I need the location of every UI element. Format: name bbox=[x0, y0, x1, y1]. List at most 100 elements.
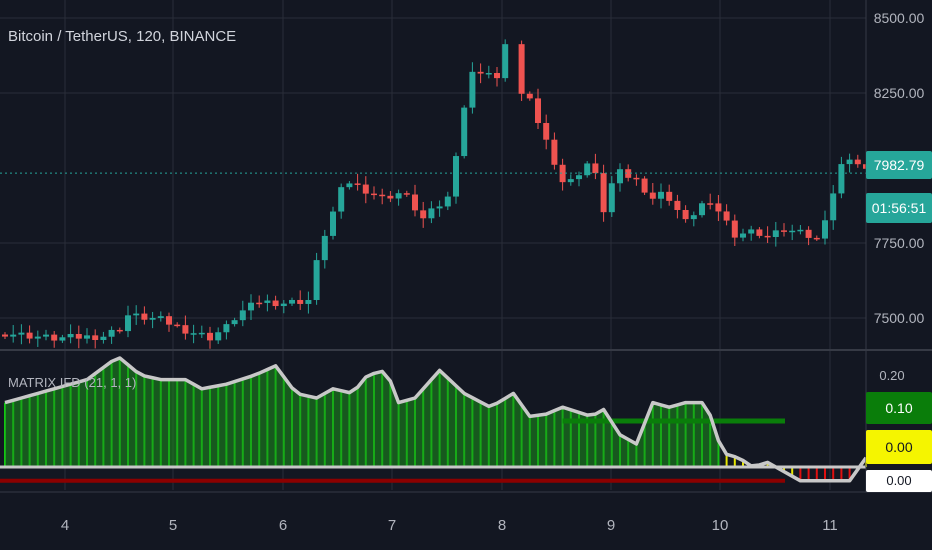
candle-body bbox=[715, 203, 722, 212]
candle-body bbox=[813, 237, 820, 240]
symbol-title[interactable]: Bitcoin / TetherUS, 120, BINANCE bbox=[8, 28, 237, 45]
candle-body bbox=[166, 316, 172, 325]
x-tick-label: 7 bbox=[388, 517, 396, 534]
candle-body bbox=[805, 229, 812, 238]
candle-body bbox=[313, 260, 320, 300]
candle-body bbox=[584, 163, 591, 176]
candle-body bbox=[297, 299, 304, 304]
axes: 4 5 6 7 8 9 10 11 8500.00 8250.00 7750.00 7500.00 0.… bbox=[0, 0, 932, 534]
candle-body bbox=[502, 44, 509, 79]
candle-body bbox=[338, 187, 345, 212]
candle-body bbox=[444, 196, 451, 207]
candle-body bbox=[75, 334, 82, 339]
candle-body bbox=[231, 320, 238, 325]
candle-body bbox=[764, 235, 771, 238]
candle-body bbox=[740, 233, 746, 238]
candle-body bbox=[280, 303, 287, 307]
candle-body bbox=[157, 316, 164, 318]
candle-body bbox=[149, 317, 156, 320]
candle-body bbox=[600, 173, 607, 213]
candle-body bbox=[789, 230, 796, 233]
candle-body bbox=[2, 334, 8, 337]
candle-body bbox=[846, 159, 853, 165]
candle-body bbox=[461, 107, 468, 157]
candle-body bbox=[781, 230, 787, 232]
candle-body bbox=[215, 332, 222, 341]
candle-body bbox=[428, 208, 435, 219]
candle-body bbox=[633, 177, 640, 180]
candle-body bbox=[592, 163, 599, 174]
candle-body bbox=[125, 315, 131, 332]
candle-body bbox=[395, 193, 402, 199]
candle-body bbox=[526, 93, 533, 99]
candle-body bbox=[674, 200, 681, 210]
y-tick-label: 7750.00 bbox=[874, 235, 925, 251]
candle-body bbox=[690, 215, 697, 220]
candle-body bbox=[559, 164, 566, 183]
candle-body bbox=[239, 310, 246, 321]
upper-level-label: 0.10 bbox=[866, 392, 932, 424]
candle-body bbox=[387, 195, 394, 199]
candle-body bbox=[379, 194, 386, 197]
candle-body bbox=[485, 73, 492, 75]
y-tick-label: 8500.00 bbox=[874, 10, 925, 26]
candle-body bbox=[174, 324, 181, 327]
candle-body bbox=[453, 156, 459, 197]
x-tick-label: 8 bbox=[498, 517, 506, 534]
candle-body bbox=[321, 235, 328, 261]
candle-body bbox=[34, 336, 41, 339]
candle-body bbox=[551, 139, 558, 165]
candle-body bbox=[371, 193, 377, 196]
candle-body bbox=[59, 337, 66, 341]
indicator-value-line bbox=[4, 356, 868, 483]
candle-body bbox=[248, 302, 254, 311]
candle-body bbox=[108, 329, 115, 337]
candle-body bbox=[658, 191, 664, 199]
candle-body bbox=[666, 191, 673, 201]
candle-body bbox=[625, 169, 632, 178]
candle-body bbox=[84, 335, 90, 339]
grid-lines bbox=[0, 0, 866, 490]
x-tick-label: 11 bbox=[822, 517, 838, 534]
candle-body bbox=[822, 220, 828, 239]
candle-body bbox=[731, 220, 738, 238]
y-tick-label: 0.20 bbox=[879, 368, 904, 383]
y-tick-label: 8250.00 bbox=[874, 85, 925, 101]
x-tick-label: 9 bbox=[607, 517, 615, 534]
x-tick-label: 5 bbox=[169, 517, 177, 534]
candle-body bbox=[830, 193, 837, 221]
candle-body bbox=[543, 123, 550, 140]
candle-body bbox=[838, 164, 845, 194]
candle-body bbox=[256, 302, 263, 305]
candle-body bbox=[477, 71, 484, 74]
indicator-line bbox=[4, 356, 868, 483]
candle-body bbox=[617, 169, 623, 184]
indicator-histogram bbox=[4, 357, 867, 481]
candle-body bbox=[797, 229, 804, 232]
zero-level-label: 0.00 bbox=[866, 430, 932, 464]
candle-body bbox=[699, 203, 705, 216]
candle-body bbox=[92, 335, 99, 340]
candle-body bbox=[403, 193, 410, 195]
candle-body bbox=[354, 183, 361, 185]
candle-body bbox=[207, 332, 213, 341]
candle-body bbox=[576, 175, 582, 180]
candle-body bbox=[264, 300, 271, 303]
candle-body bbox=[535, 98, 541, 124]
candle-body bbox=[707, 203, 714, 205]
x-tick-label: 10 bbox=[712, 517, 729, 534]
candle-body bbox=[116, 329, 123, 332]
candle-body bbox=[649, 192, 656, 199]
candle-body bbox=[43, 334, 49, 337]
indicator-title[interactable]: MATRIX IFD (21, 1, 1) bbox=[8, 375, 137, 390]
candle-body bbox=[198, 332, 205, 335]
candle-body bbox=[362, 184, 369, 194]
candle-body bbox=[18, 332, 25, 335]
candle-body bbox=[67, 334, 74, 338]
y-tick-label: 7500.00 bbox=[874, 310, 925, 326]
candle-body bbox=[182, 325, 189, 334]
candle-body bbox=[854, 159, 861, 165]
candle-body bbox=[100, 336, 107, 340]
x-tick-label: 4 bbox=[61, 517, 69, 534]
